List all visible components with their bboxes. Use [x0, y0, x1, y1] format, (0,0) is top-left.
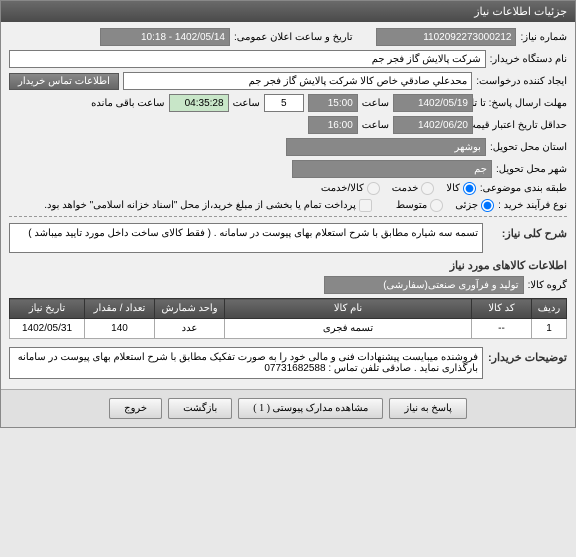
- city-label: شهر محل تحویل:: [496, 164, 567, 175]
- table-header-row: ردیف کد کالا نام کالا واحد شمارش تعداد /…: [10, 299, 567, 319]
- td-unit: عدد: [155, 319, 225, 339]
- deadline-date-field: 1402/05/19: [393, 94, 473, 112]
- time-label-3: ساعت: [362, 120, 389, 131]
- announce-date-field: 1402/05/14 - 10:18: [100, 28, 230, 46]
- radio-medium[interactable]: متوسط: [396, 199, 443, 212]
- remaining-days-field: 5: [264, 94, 304, 112]
- announce-date-label: تاریخ و ساعت اعلان عمومی:: [234, 32, 353, 43]
- category-radio-group: کالا خدمت کالا/خدمت: [321, 182, 476, 195]
- city-field: جم: [292, 160, 492, 178]
- table-row[interactable]: 1 -- تسمه فجری عدد 140 1402/05/31: [10, 319, 567, 339]
- window-title: جزئیات اطلاعات نیاز: [474, 6, 567, 18]
- radio-partial-input[interactable]: [481, 199, 494, 212]
- need-number-field: 1102092273000212: [376, 28, 516, 46]
- radio-both-input[interactable]: [367, 182, 380, 195]
- window-title-bar: جزئیات اطلاعات نیاز: [1, 1, 575, 22]
- items-header: اطلاعات کالاهای مورد نیاز: [9, 259, 567, 272]
- time-label-1: ساعت: [362, 98, 389, 109]
- attachments-button[interactable]: مشاهده مدارک پیوستی ( 1 ): [238, 398, 383, 419]
- need-number-label: شماره نیاز:: [520, 32, 567, 43]
- creator-field: محدعلي صادقي خاص كالا شركت پالایش گاز فج…: [123, 72, 472, 90]
- th-qty: تعداد / مقدار: [85, 299, 155, 319]
- remaining-label: ساعت باقی مانده: [91, 98, 164, 109]
- buyer-notes-box: فروشنده میبایست پیشنهادات فنی و مالی خود…: [9, 347, 483, 379]
- buyer-notes-label: توضیحات خریدار:: [487, 351, 567, 364]
- radio-partial[interactable]: جزئی: [455, 199, 494, 212]
- td-code: --: [472, 319, 532, 339]
- province-field: بوشهر: [286, 138, 486, 156]
- radio-goods-input[interactable]: [463, 182, 476, 195]
- buy-type-radio-group: جزئی متوسط: [396, 199, 494, 212]
- contact-info-button[interactable]: اطلاعات تماس خریدار: [9, 73, 119, 90]
- remaining-time-field: 04:35:28: [169, 94, 229, 112]
- footer-buttons: پاسخ به نیاز مشاهده مدارک پیوستی ( 1 ) ب…: [1, 389, 575, 427]
- th-date: تاریخ نیاز: [10, 299, 85, 319]
- category-label: طبقه بندی موضوعی:: [480, 183, 567, 194]
- validity-date-field: 1402/06/20: [393, 116, 473, 134]
- td-name: تسمه فجری: [225, 319, 472, 339]
- th-code: کد کالا: [472, 299, 532, 319]
- province-label: استان محل تحویل:: [490, 142, 567, 153]
- time-label-2: ساعت: [233, 98, 260, 109]
- radio-goods[interactable]: کالا: [446, 182, 476, 195]
- divider-1: [9, 216, 567, 217]
- radio-medium-input[interactable]: [430, 199, 443, 212]
- deadline-time-field: 15:00: [308, 94, 358, 112]
- validity-time-field: 16:00: [308, 116, 358, 134]
- main-window: جزئیات اطلاعات نیاز شماره نیاز: 11020922…: [0, 0, 576, 428]
- group-field: تولید و فرآوری صنعتی(سفارشی): [324, 276, 524, 294]
- td-qty: 140: [85, 319, 155, 339]
- respond-button[interactable]: پاسخ به نیاز: [389, 398, 467, 419]
- group-label: گروه کالا:: [528, 280, 567, 291]
- items-table: ردیف کد کالا نام کالا واحد شمارش تعداد /…: [9, 298, 567, 339]
- exit-button[interactable]: خروج: [109, 398, 162, 419]
- radio-service-input[interactable]: [421, 182, 434, 195]
- payment-checkbox[interactable]: پرداخت تمام یا بخشی از مبلغ خرید،از محل …: [44, 199, 372, 212]
- th-unit: واحد شمارش: [155, 299, 225, 319]
- th-name: نام کالا: [225, 299, 472, 319]
- form-section: شماره نیاز: 1102092273000212 تاریخ و ساع…: [1, 22, 575, 389]
- radio-service[interactable]: خدمت: [392, 182, 435, 195]
- th-row: ردیف: [532, 299, 567, 319]
- payment-checkbox-input[interactable]: [359, 199, 372, 212]
- buyer-label: نام دستگاه خریدار:: [490, 54, 567, 65]
- desc-title-box: تسمه سه شیاره مطابق با شرح استعلام بهای …: [9, 223, 483, 253]
- creator-label: ایجاد کننده درخواست:: [476, 76, 567, 87]
- validity-label: حداقل تاریخ اعتبار قیمت: تا تاریخ:: [477, 120, 567, 131]
- td-date: 1402/05/31: [10, 319, 85, 339]
- back-button[interactable]: بازگشت: [168, 398, 232, 419]
- td-row: 1: [532, 319, 567, 339]
- radio-both[interactable]: کالا/خدمت: [321, 182, 380, 195]
- buy-type-label: نوع فرآیند خرید :: [498, 200, 567, 211]
- deadline-label: مهلت ارسال پاسخ: تا تاریخ:: [477, 98, 567, 109]
- buyer-field: شرکت پالایش گاز فجر جم: [9, 50, 486, 68]
- desc-title-label: شرح کلی نیاز:: [487, 227, 567, 240]
